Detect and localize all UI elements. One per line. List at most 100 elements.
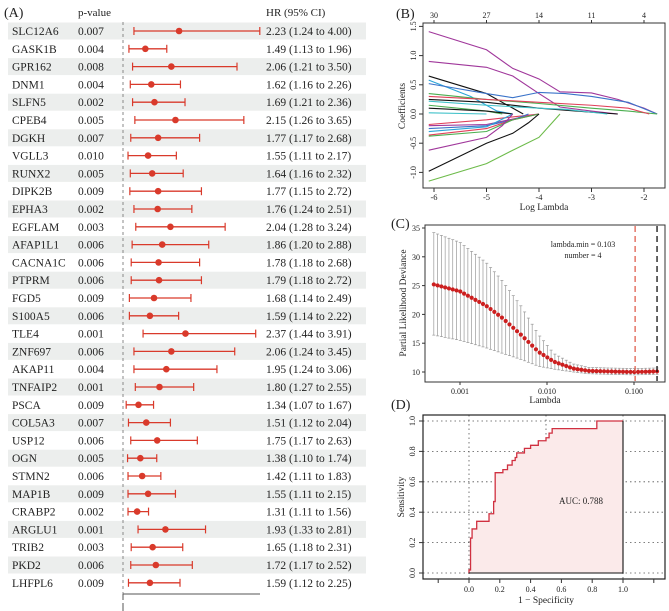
- deviance-point: [639, 369, 645, 374]
- table-row: S100A5 0.006 1.59 (1.14 to 2.22): [8, 307, 366, 325]
- deviance-point: [499, 315, 505, 320]
- x-tick-label: 0.4: [526, 585, 536, 594]
- p-value: 0.005: [78, 168, 104, 180]
- coefficient-path: [428, 112, 487, 115]
- table-row: GASK1B 0.004 1.49 (1.13 to 1.96): [12, 44, 352, 56]
- coefficient-path: [428, 113, 540, 172]
- table-row: SLFN5 0.002 1.69 (1.21 to 2.36): [8, 93, 366, 111]
- hr-point: [144, 152, 152, 159]
- coefficient-path: [428, 113, 540, 137]
- coefficient-path: [428, 113, 561, 182]
- deviance-point: [446, 286, 452, 291]
- table-row: DGKH 0.007 1.77 (1.17 to 2.68): [8, 129, 366, 147]
- coefficient-path: [428, 60, 618, 115]
- y-tick-label: 10: [412, 368, 420, 377]
- row-band: [8, 485, 366, 503]
- deviance-point: [628, 369, 633, 375]
- deviance-point: [469, 295, 474, 300]
- hr-ci-label: 1.62 (1.16 to 2.26): [266, 79, 352, 91]
- deviance-point: [526, 339, 531, 345]
- deviance-point: [613, 369, 618, 374]
- hr-ci-label: 1.80 (1.27 to 2.55): [266, 382, 352, 394]
- deviance-point: [518, 332, 523, 337]
- deviance-point: [522, 336, 527, 341]
- hr-ci-label: 1.76 (1.24 to 2.51): [266, 204, 352, 216]
- hr-ci-label: 1.64 (1.16 to 2.32): [266, 168, 352, 180]
- gene-name: SLC12A6: [12, 26, 59, 38]
- hr-ci-label: 1.93 (1.33 to 2.81): [266, 524, 352, 536]
- deviance-point: [605, 369, 610, 374]
- table-row: ARGLU1 0.001 1.93 (1.33 to 2.81): [8, 520, 366, 538]
- y-tick-label: 20: [412, 310, 420, 319]
- hr-point: [182, 330, 189, 337]
- x-tick-label: -4: [535, 192, 543, 202]
- p-value: 0.006: [78, 240, 104, 252]
- hr-ci-label: 2.15 (1.26 to 3.65): [266, 115, 352, 127]
- deviance-point: [598, 369, 603, 374]
- hr-point: [144, 490, 152, 498]
- hr-point: [138, 472, 146, 480]
- hr-ci-label: 1.68 (1.14 to 2.49): [266, 293, 352, 305]
- top-tick-label: 11: [588, 11, 596, 20]
- hr-ci-label: 1.95 (1.24 to 3.06): [266, 364, 352, 376]
- deviance-point: [636, 369, 641, 374]
- p-value: 0.006: [78, 435, 104, 447]
- deviance-point: [567, 365, 573, 370]
- y-tick-label: -0.5: [409, 137, 418, 150]
- hr-ci-label: 1.55 (1.11 to 2.15): [266, 489, 351, 501]
- deviance-point: [458, 289, 463, 294]
- y-tick-label: 0.4: [408, 507, 417, 517]
- deviance-point: [601, 369, 607, 374]
- deviance-point: [431, 282, 436, 287]
- hr-point: [175, 27, 183, 35]
- hr-point: [151, 98, 158, 106]
- hr-ci-label: 1.34 (1.07 to 1.67): [266, 400, 352, 412]
- deviance-point: [443, 285, 448, 290]
- deviance-point: [530, 343, 535, 348]
- hr-point: [172, 116, 179, 124]
- deviance-point: [488, 306, 493, 312]
- deviance-point: [632, 369, 637, 375]
- top-tick-label: 30: [430, 11, 438, 20]
- x-tick-label: -5: [483, 192, 490, 202]
- y-axis-label: Coefficients: [397, 83, 408, 130]
- p-value: 0.009: [78, 186, 104, 198]
- hr-point: [168, 63, 175, 70]
- hr-ci-label: 1.38 (1.10 to 1.74): [266, 453, 352, 465]
- gene-name: DIPK2B: [12, 186, 53, 198]
- panel-label: (D): [391, 398, 411, 413]
- hr-point: [148, 170, 156, 177]
- gene-name: CACNA1C: [12, 257, 66, 269]
- p-value: 0.009: [78, 489, 104, 501]
- y-tick-label: 1.0: [408, 416, 417, 426]
- p-value: 0.008: [78, 62, 104, 74]
- hr-ci-label: 2.04 (1.28 to 3.24): [266, 222, 352, 234]
- gene-name: ZNF697: [12, 346, 51, 358]
- deviance-point: [514, 329, 520, 334]
- hr-point: [149, 543, 156, 551]
- gene-name: SLFN5: [12, 97, 46, 109]
- y-axis-label: Partial Likelihood Deviance: [399, 249, 409, 356]
- deviance-point: [484, 304, 489, 309]
- x-tick-label: -6: [430, 192, 437, 202]
- hr-ci-label: 1.77 (1.17 to 2.68): [266, 133, 352, 145]
- gene-name: GPR162: [12, 62, 52, 74]
- p-value: 0.001: [78, 329, 104, 341]
- gene-name: PTPRM: [12, 275, 50, 287]
- table-row: USP12 0.006 1.75 (1.17 to 2.63): [12, 435, 352, 447]
- hr-ci-label: 1.49 (1.13 to 1.96): [266, 44, 352, 56]
- hr-ci-label: 1.51 (1.12 to 2.04): [266, 418, 352, 430]
- deviance-point: [503, 318, 508, 324]
- p-value: 0.006: [78, 311, 104, 323]
- gene-name: EGFLAM: [12, 222, 59, 234]
- deviance-point: [586, 368, 592, 373]
- deviance-point: [461, 291, 467, 296]
- gene-name: CRABP2: [12, 507, 56, 519]
- x-axis-label: 1 − Specificity: [518, 595, 574, 606]
- p-value: 0.004: [78, 44, 104, 56]
- x-tick-label: 0.0: [464, 585, 474, 594]
- coefficient-path: [428, 83, 658, 115]
- deviance-point: [511, 325, 516, 330]
- deviance-point: [620, 369, 626, 374]
- coefficient-path: [428, 113, 529, 130]
